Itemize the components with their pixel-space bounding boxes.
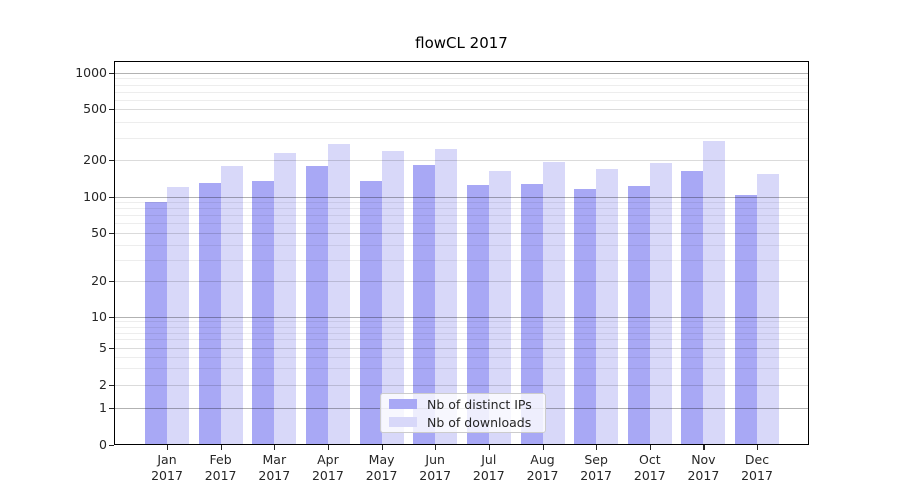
bar-downloads-dec (757, 174, 779, 445)
bar-downloads-aug (542, 162, 565, 445)
xtick-label-oct: Oct 2017 (633, 452, 666, 483)
ytick-label-1000: 1000 (75, 64, 107, 80)
bar-distinct-ips-oct (627, 186, 650, 445)
bar-downloads-apr (327, 144, 350, 445)
legend-swatch-distinct-ips (389, 399, 417, 409)
xtick-mark-apr (327, 445, 330, 450)
bar-downloads-nov (703, 141, 726, 445)
xtick-mark-oct (649, 445, 651, 450)
xtick-mark-dec (757, 445, 759, 450)
legend: Nb of distinct IPs Nb of downloads (380, 393, 546, 433)
ytick-label-0: 0 (99, 437, 107, 452)
xtick-mark-jul (488, 445, 490, 450)
ytick-label-1: 1 (99, 400, 107, 415)
xtick-mark-may (381, 445, 383, 450)
xtick-label-jan: Jan 2017 (151, 452, 183, 483)
xtick-label-feb: Feb 2017 (204, 452, 237, 483)
bar-downloads-mar (274, 152, 297, 445)
xtick-mark-aug (542, 445, 544, 450)
bar-distinct-ips-feb (198, 182, 221, 445)
bar-downloads-feb (220, 165, 243, 445)
ytick-mark-500 (109, 109, 114, 111)
ytick-label-50: 50 (91, 224, 107, 240)
xtick-mark-mar (274, 445, 276, 450)
ytick-mark-5 (109, 347, 114, 349)
xtick-mark-jan (167, 445, 169, 450)
ytick-label-20: 20 (91, 273, 107, 289)
ytick-mark-100 (109, 196, 114, 198)
xtick-mark-sep (596, 445, 598, 450)
xtick-label-apr: Apr 2017 (311, 452, 344, 483)
ytick-label-5: 5 (99, 339, 107, 355)
legend-item-distinct-ips: Nb of distinct IPs (389, 397, 537, 412)
legend-swatch-downloads (389, 417, 417, 427)
xtick-mark-nov (703, 445, 705, 450)
bar-downloads-may (381, 151, 404, 445)
legend-label-downloads: Nb of downloads (427, 414, 532, 430)
xtick-label-dec: Dec 2017 (741, 452, 773, 483)
bar-distinct-ips-sep (574, 189, 597, 445)
plot-area (114, 61, 809, 445)
xtick-label-aug: Aug 2017 (526, 452, 559, 483)
ytick-label-2: 2 (99, 377, 107, 392)
bar-distinct-ips-mar (252, 180, 275, 445)
xtick-label-jun: Jun 2017 (419, 452, 452, 483)
ytick-mark-50 (109, 232, 114, 234)
bar-downloads-sep (596, 168, 619, 445)
bar-downloads-jul (488, 171, 511, 445)
xtick-label-nov: Nov 2017 (687, 452, 720, 483)
ytick-mark-0 (109, 445, 114, 447)
bar-distinct-ips-may (359, 180, 382, 445)
bars-layer (114, 61, 809, 445)
bar-distinct-ips-apr (305, 165, 328, 445)
bar-distinct-ips-dec (735, 194, 757, 445)
xtick-label-may: May 2017 (365, 452, 398, 483)
xtick-label-mar: Mar 2017 (258, 452, 291, 483)
ytick-label-200: 200 (83, 152, 107, 168)
xtick-label-jul: Jul 2017 (472, 452, 505, 483)
legend-label-distinct-ips: Nb of distinct IPs (427, 396, 532, 412)
bar-distinct-ips-jul (466, 185, 489, 445)
ytick-label-100: 100 (83, 188, 107, 204)
bar-distinct-ips-nov (681, 171, 704, 445)
chart-title: flowCL 2017 (415, 34, 508, 52)
bar-downloads-jun (435, 148, 458, 445)
ytick-mark-200 (109, 160, 114, 162)
ytick-mark-20 (109, 281, 114, 283)
ytick-mark-1000 (109, 72, 114, 74)
ytick-label-500: 500 (83, 101, 107, 117)
ytick-mark-10 (109, 316, 114, 318)
legend-item-downloads: Nb of downloads (389, 415, 537, 430)
xtick-label-sep: Sep 2017 (580, 452, 612, 483)
bar-distinct-ips-aug (520, 184, 543, 445)
xtick-mark-feb (220, 445, 222, 450)
xtick-mark-jun (435, 445, 437, 450)
bar-downloads-oct (649, 163, 672, 445)
ytick-mark-1 (109, 408, 114, 410)
ytick-label-10: 10 (91, 308, 107, 324)
ytick-mark-2 (109, 385, 114, 387)
bar-distinct-ips-jan (145, 202, 167, 445)
bar-downloads-jan (167, 187, 189, 445)
bar-distinct-ips-jun (413, 165, 436, 445)
